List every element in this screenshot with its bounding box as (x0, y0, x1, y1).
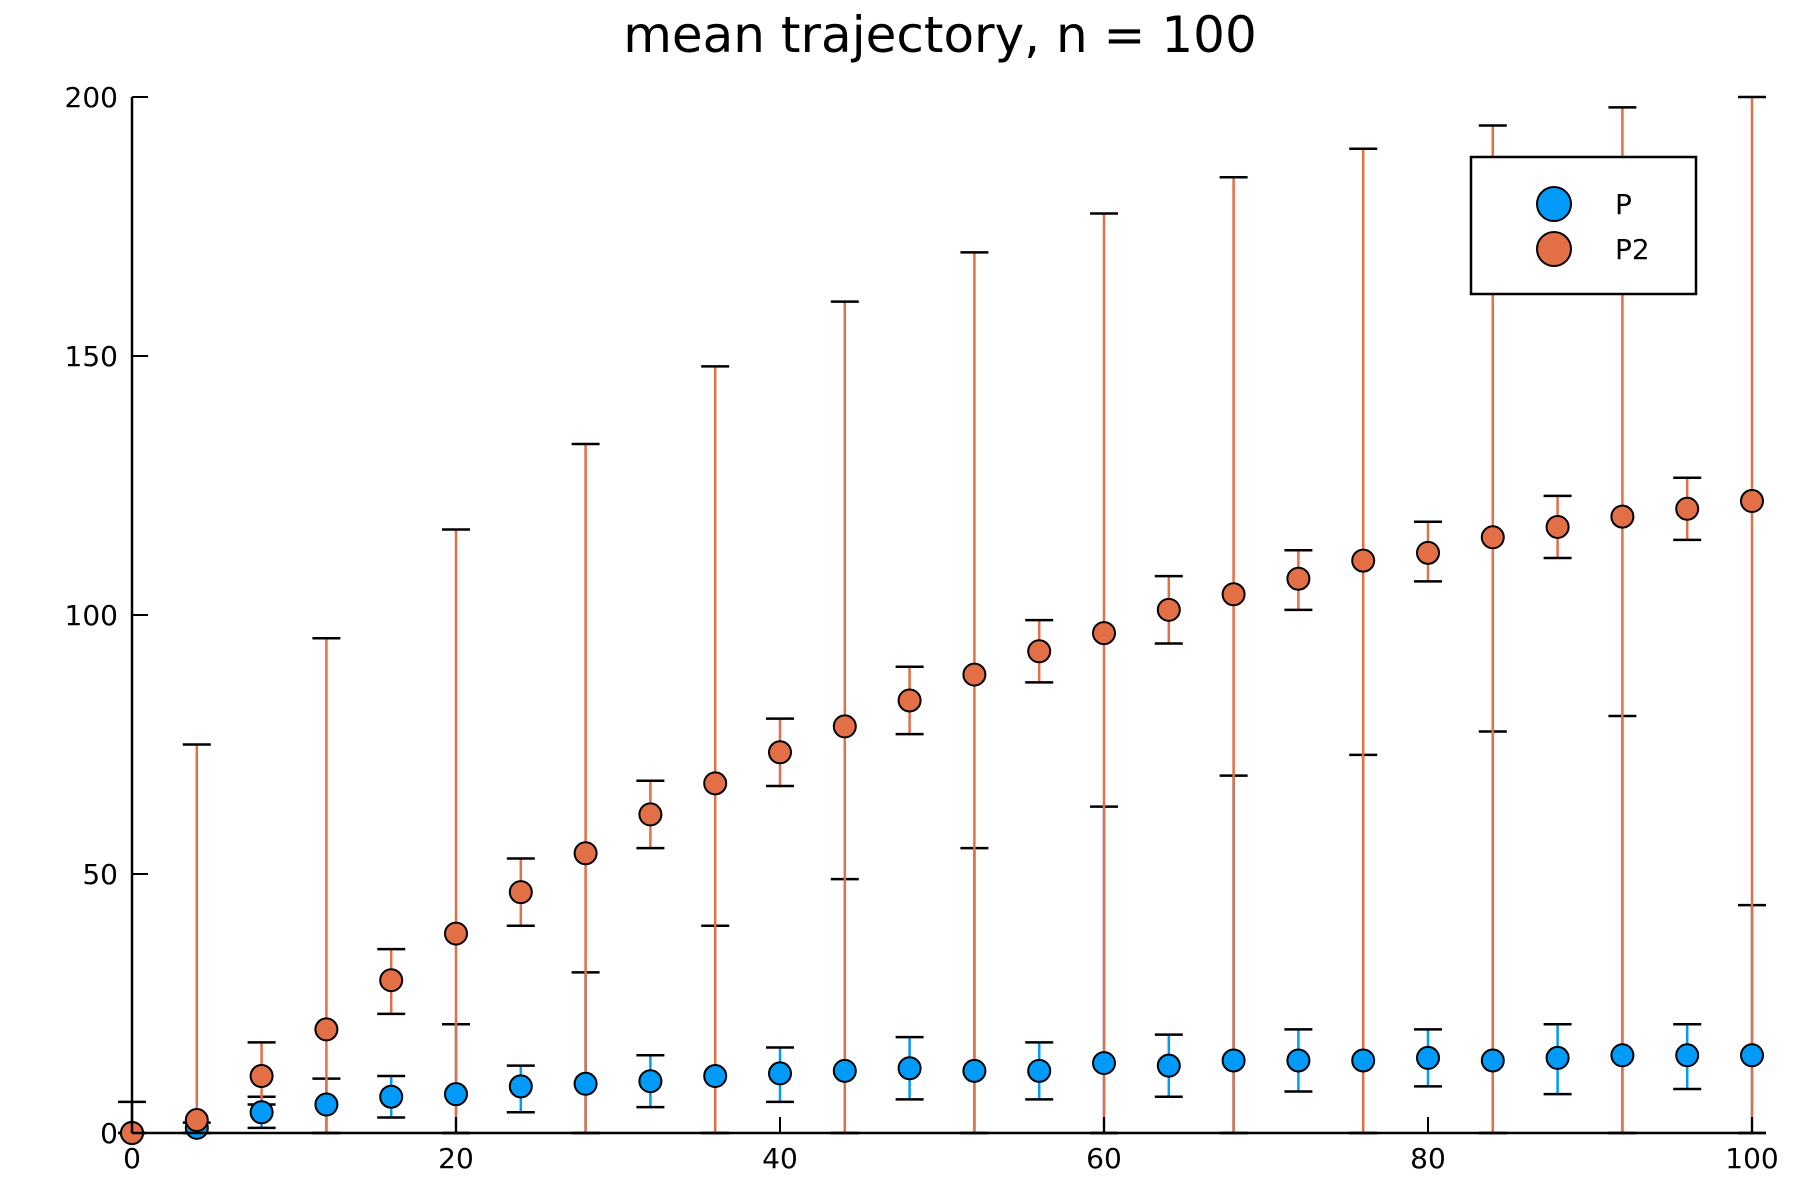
point-s1-22 (1545, 514, 1570, 539)
point-s1-21 (1480, 525, 1505, 550)
point-s0-25 (1740, 1043, 1764, 1068)
point-s1-11 (832, 714, 857, 739)
x-tick-label-2: 40 (762, 1142, 798, 1175)
point-s0-17 (1221, 1048, 1246, 1073)
point-s0-8 (638, 1069, 663, 1094)
legend-box (1469, 155, 1698, 296)
point-s0-10 (768, 1061, 792, 1086)
point-s0-22 (1545, 1045, 1570, 1070)
x-tick-label-0: 0 (123, 1142, 141, 1175)
point-s1-8 (638, 802, 663, 827)
point-s0-6 (508, 1074, 533, 1099)
y-tick-label-4: 200 (65, 81, 118, 114)
point-s1-16 (1156, 597, 1181, 622)
point-s1-2 (249, 1064, 274, 1089)
point-s0-13 (962, 1058, 987, 1083)
point-s0-23 (1610, 1043, 1635, 1068)
point-s1-23 (1610, 504, 1635, 529)
point-s0-15 (1092, 1051, 1116, 1076)
x-tick-label-1: 20 (438, 1142, 474, 1175)
legend: P P2 (1469, 155, 1698, 296)
point-s1-24 (1675, 496, 1700, 521)
y-tick-label-2: 100 (65, 599, 118, 632)
legend-label-0: P (1615, 188, 1632, 221)
point-s0-18 (1286, 1048, 1311, 1073)
point-s0-2 (249, 1100, 274, 1125)
point-s1-19 (1351, 548, 1376, 573)
legend-label-1: P2 (1615, 233, 1650, 266)
axes: 0 20 40 60 80 100 0 50 100 150 200 (65, 81, 1779, 1175)
x-tick-label-4: 80 (1410, 1142, 1446, 1175)
point-s1-25 (1740, 489, 1764, 514)
point-s1-10 (768, 740, 792, 765)
point-s0-7 (573, 1071, 598, 1096)
point-s1-6 (508, 880, 533, 905)
x-tick-label-3: 60 (1086, 1142, 1122, 1175)
point-s0-5 (444, 1082, 468, 1107)
point-s0-21 (1480, 1048, 1505, 1073)
y-tick-label-0: 0 (100, 1117, 118, 1150)
point-s1-14 (1027, 639, 1052, 664)
point-s0-19 (1351, 1048, 1376, 1073)
point-s0-14 (1027, 1058, 1052, 1083)
point-s1-17 (1221, 582, 1246, 607)
point-s0-16 (1156, 1053, 1181, 1078)
point-s1-4 (379, 968, 404, 993)
point-s1-1 (184, 1108, 209, 1133)
point-s1-5 (444, 921, 468, 946)
y-tick-label-3: 150 (65, 340, 118, 373)
legend-marker-0 (1536, 186, 1572, 222)
point-s1-12 (897, 688, 922, 713)
point-s0-9 (703, 1064, 728, 1089)
point-s0-12 (897, 1056, 922, 1081)
y-tick-label-1: 50 (82, 858, 118, 891)
point-s0-4 (379, 1084, 404, 1109)
x-tick-label-5: 100 (1725, 1142, 1778, 1175)
point-s1-3 (314, 1017, 339, 1042)
point-s1-9 (703, 771, 728, 796)
point-s0-3 (314, 1092, 339, 1117)
point-s1-15 (1092, 621, 1116, 646)
point-s1-20 (1416, 540, 1440, 565)
point-s1-13 (962, 662, 987, 687)
point-s0-11 (832, 1058, 857, 1083)
chart-title: mean trajectory, n = 100 (623, 6, 1257, 64)
data-markers (120, 489, 1764, 1145)
point-s1-18 (1286, 566, 1311, 591)
point-s0-24 (1675, 1043, 1700, 1068)
point-s1-7 (573, 841, 598, 866)
legend-marker-1 (1536, 231, 1572, 267)
point-s0-20 (1416, 1045, 1440, 1070)
